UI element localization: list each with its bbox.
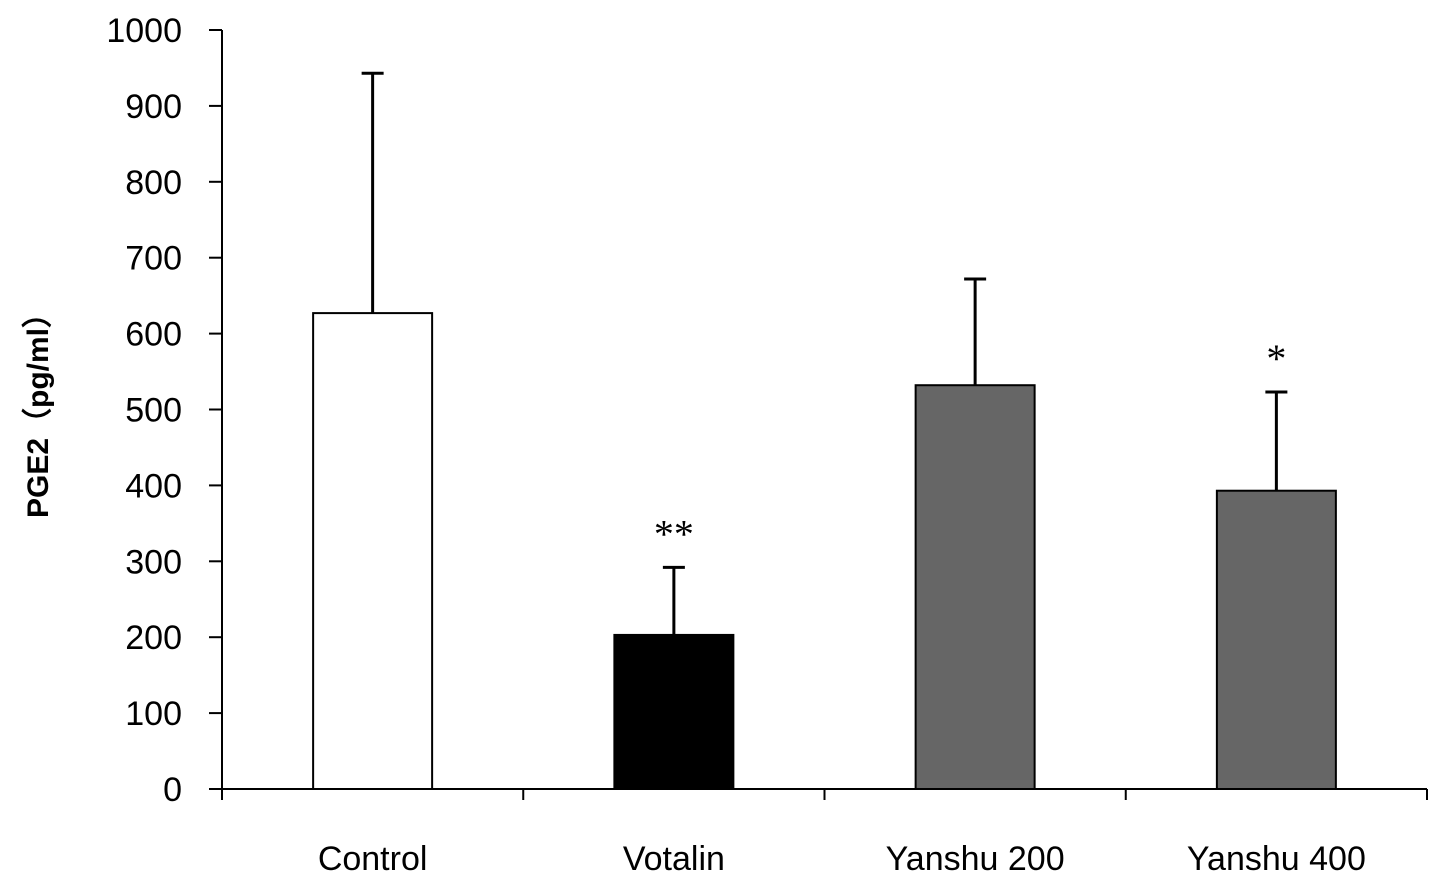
y-tick-label: 100 — [125, 695, 182, 733]
x-tick-label: Control — [318, 840, 428, 878]
bar-yanshu-200 — [914, 384, 1036, 790]
y-tick-label: 700 — [125, 240, 182, 278]
x-tick-label: Yanshu 200 — [886, 840, 1065, 878]
bar-yanshu-400 — [1215, 489, 1337, 790]
y-tick-label: 1000 — [106, 12, 182, 50]
significance-marker: ** — [654, 511, 694, 556]
bars — [312, 312, 1337, 790]
x-tick-label: Yanshu 400 — [1187, 840, 1366, 878]
y-tick-label: 200 — [125, 619, 182, 657]
x-tick-label: Votalin — [623, 840, 725, 878]
y-tick-label: 800 — [125, 164, 182, 202]
y-ticks: 0 100 200 300 400 500 600 700 800 900 1000 — [106, 12, 222, 809]
y-tick-label: 300 — [125, 543, 182, 581]
y-tick-label: 500 — [125, 392, 182, 430]
y-tick-label: 0 — [163, 771, 182, 809]
significance-markers: *** — [654, 336, 1287, 556]
y-axis-title: PGE2（pg/ml） — [21, 298, 55, 518]
significance-marker: * — [1266, 336, 1286, 381]
y-tick-label: 900 — [125, 88, 182, 126]
bar-control — [312, 312, 434, 790]
y-tick-label: 600 — [125, 316, 182, 354]
bar-votalin — [613, 633, 735, 790]
y-tick-label: 400 — [125, 467, 182, 505]
x-tick-labels: Control Votalin Yanshu 200 Yanshu 400 — [318, 840, 1366, 878]
error-bars — [361, 71, 1288, 635]
